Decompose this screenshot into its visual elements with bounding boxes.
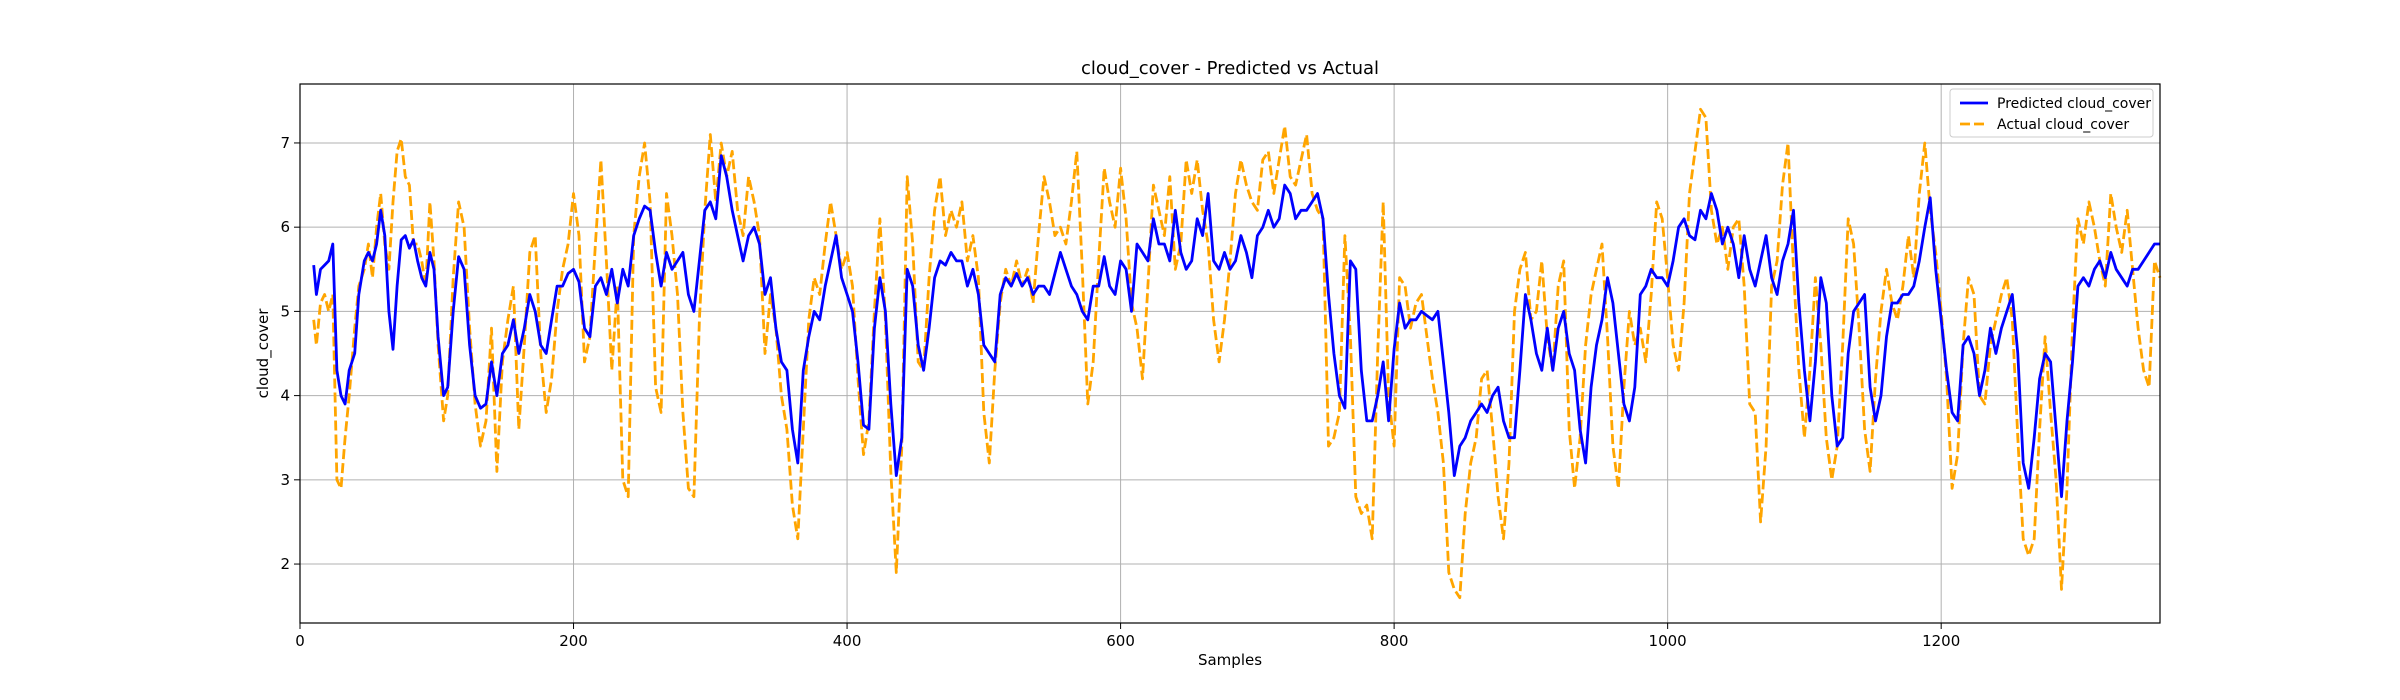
x-tick-label: 1000 xyxy=(1649,632,1687,650)
x-tick-label: 1200 xyxy=(1922,632,1960,650)
x-axis-label: Samples xyxy=(1198,651,1262,669)
plot-frame xyxy=(299,83,2161,624)
x-tick-label: 0 xyxy=(295,632,305,650)
y-tick-label: 2 xyxy=(280,555,290,573)
predicted-series-line xyxy=(312,154,2160,499)
x-tick-label: 600 xyxy=(1106,632,1135,650)
y-tick-label: 7 xyxy=(280,134,290,152)
series-layer xyxy=(312,107,2162,600)
y-tick-label: 6 xyxy=(280,218,290,236)
legend: Predicted cloud_cover Actual cloud_cover xyxy=(1949,88,2154,138)
x-tick-label: 400 xyxy=(833,632,862,650)
axis-ticks: 0 200 400 600 800 1000 1200 2 3 4 5 6 7 xyxy=(280,134,1960,650)
legend-label: Actual cloud_cover xyxy=(1997,117,2129,133)
y-axis-label: cloud_cover xyxy=(254,308,273,399)
x-tick-label: 200 xyxy=(559,632,588,650)
actual-series-line xyxy=(312,107,2162,600)
x-tick-label: 800 xyxy=(1380,632,1409,650)
y-tick-label: 5 xyxy=(280,302,290,320)
y-tick-label: 4 xyxy=(280,387,290,405)
legend-label: Predicted cloud_cover xyxy=(1997,96,2151,112)
chart-title: cloud_cover - Predicted vs Actual xyxy=(1081,58,1379,79)
y-tick-label: 3 xyxy=(280,471,290,489)
legend-box xyxy=(1949,88,2154,138)
